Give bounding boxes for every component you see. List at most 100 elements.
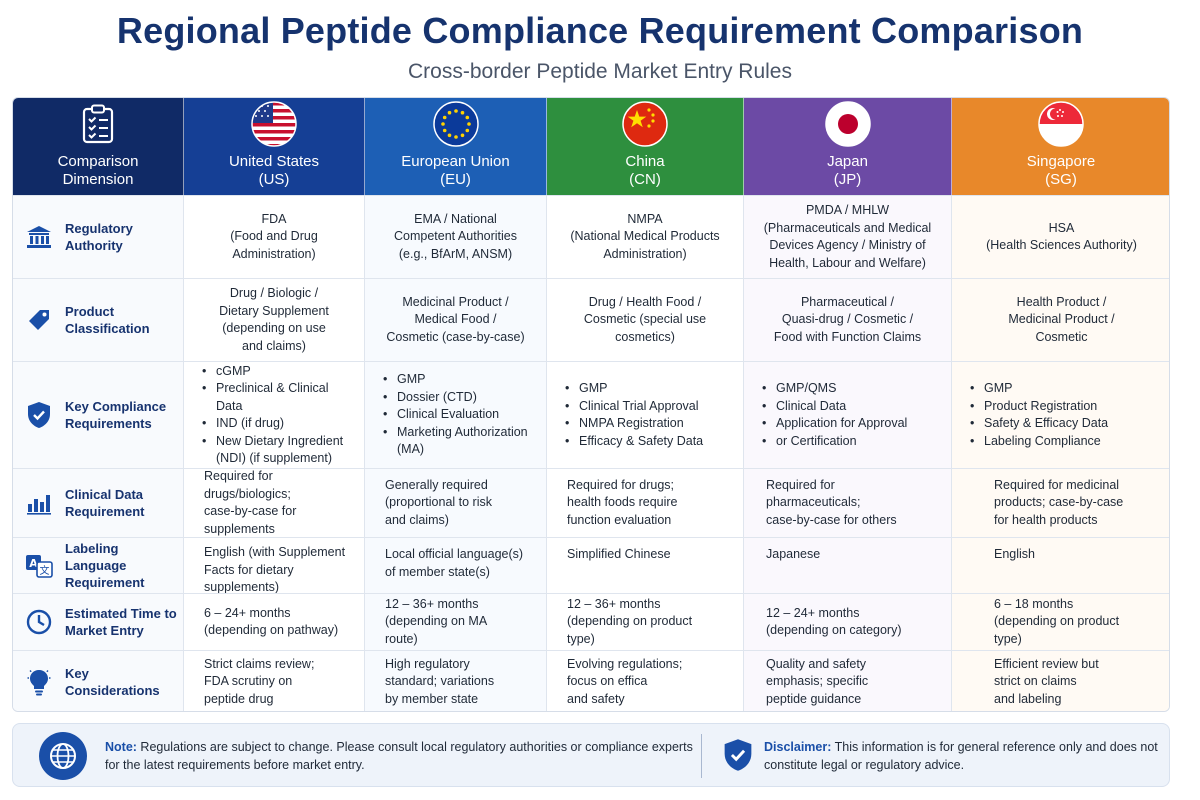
note-text: Note: Regulations are subject to change.… (105, 738, 695, 774)
region-header-eu: European Union (EU) (365, 98, 547, 195)
cell-text: Generally required (proportional to risk… (385, 477, 492, 527)
region-name-eu: European Union (401, 153, 510, 170)
row-header-key-compliance: Key Compliance Requirements (13, 361, 184, 468)
list-item: Clinical Data (762, 398, 907, 416)
cell-clinical-eu: Generally required (proportional to risk… (365, 468, 547, 537)
list-item: GMP (383, 371, 538, 389)
cell-authority-jp: PMDA / MHLW (Pharmaceuticals and Medical… (744, 195, 952, 278)
cell-authority-sg: HSA (Health Sciences Authority) (952, 195, 1169, 278)
cell-text: Japanese (766, 547, 821, 561)
disclaimer-label: Disclaimer: (764, 740, 832, 754)
list-item: GMP/QMS (762, 380, 907, 398)
cell-classification-cn: Drug / Health Food / Cosmetic (special u… (547, 278, 744, 361)
region-code-sg: (SG) (1045, 171, 1077, 188)
cell-text: 6 – 18 months (depending on product type… (994, 596, 1120, 646)
cell-labeling-sg: English (952, 537, 1169, 593)
cell-compliance-jp: GMP/QMS Clinical Data Application for Ap… (744, 361, 952, 468)
cell-classification-eu: Medicinal Product / Medical Food / Cosme… (365, 278, 547, 361)
singapore-flag-icon (1038, 101, 1084, 147)
cell-text: Evolving regulations; focus on effica an… (567, 656, 683, 706)
footer-notice: Note: Regulations are subject to change.… (12, 723, 1170, 787)
list-item: or Certification (762, 433, 907, 451)
cell-text: Medicinal Product / Medical Food / Cosme… (386, 294, 525, 344)
disclaimer-text: Disclaimer: This information is for gene… (764, 738, 1164, 774)
list-item: NMPA Registration (565, 415, 703, 433)
cell-time-sg: 6 – 18 months (depending on product type… (952, 593, 1169, 650)
cell-considerations-us: Strict claims review; FDA scrutiny on pe… (184, 650, 365, 711)
list-item: Marketing Authorization (MA) (383, 424, 538, 459)
row-header-key-considerations: Key Considerations (13, 650, 184, 711)
row-label: Labeling Language Requirement (65, 541, 145, 590)
cell-compliance-us: cGMP Preclinical & Clinical Data IND (if… (184, 361, 365, 468)
list-item: Dossier (CTD) (383, 389, 538, 407)
cell-compliance-eu: GMP Dossier (CTD) Clinical Evaluation Ma… (365, 361, 547, 468)
row-header-time-to-market: Estimated Time to Market Entry (13, 593, 184, 650)
requirement-list: cGMP Preclinical & Clinical Data IND (if… (202, 363, 356, 468)
list-item: GMP (565, 380, 703, 398)
cell-text: Drug / Biologic / Dietary Supplement (de… (219, 286, 329, 353)
row-label: Product Classification (65, 304, 150, 336)
requirement-list: GMP Dossier (CTD) Clinical Evaluation Ma… (383, 371, 538, 459)
note-body: Regulations are subject to change. Pleas… (105, 740, 693, 772)
cell-considerations-jp: Quality and safety emphasis; specific pe… (744, 650, 952, 711)
cell-classification-jp: Pharmaceutical / Quasi-drug / Cosmetic /… (744, 278, 952, 361)
cell-text: Local official language(s) of member sta… (385, 547, 524, 579)
lightbulb-icon (25, 668, 53, 696)
page-subtitle: Cross-border Peptide Market Entry Rules (408, 60, 792, 83)
region-name-us: United States (228, 153, 320, 170)
cell-classification-us: Drug / Biologic / Dietary Supplement (de… (184, 278, 365, 361)
cell-text: FDA (Food and Drug Administration) (230, 211, 318, 261)
row-label: Estimated Time to Market Entry (65, 606, 177, 638)
requirement-list: GMP Clinical Trial Approval NMPA Registr… (565, 380, 703, 450)
region-header-sg: Singapore (SG) (952, 98, 1169, 195)
cell-clinical-us: Required for drugs/biologics; case-by-ca… (184, 468, 365, 537)
dimension-label-line2: Dimension (62, 171, 134, 188)
cell-text: Quality and safety emphasis; specific pe… (766, 656, 869, 706)
cell-text: Simplified Chinese (567, 547, 671, 561)
cell-compliance-cn: GMP Clinical Trial Approval NMPA Registr… (547, 361, 744, 468)
cell-considerations-cn: Evolving regulations; focus on effica an… (547, 650, 744, 711)
row-label: Clinical Data Requirement (65, 487, 145, 519)
cell-labeling-jp: Japanese (744, 537, 952, 593)
requirement-list: GMP Product Registration Safety & Effica… (970, 380, 1108, 450)
cell-clinical-sg: Required for medicinal products; case-by… (952, 468, 1169, 537)
shield-check-icon (723, 738, 753, 772)
list-item: Safety & Efficacy Data (970, 415, 1108, 433)
cell-text: Required for drugs; health foods require… (567, 477, 678, 527)
cell-authority-cn: NMPA (National Medical Products Administ… (547, 195, 744, 278)
row-label: Key Considerations (65, 666, 160, 698)
svg-text:文: 文 (40, 564, 50, 577)
region-code-jp: (JP) (833, 171, 862, 188)
region-code-us: (US) (258, 171, 290, 188)
cell-text: Drug / Health Food / Cosmetic (special u… (583, 294, 707, 344)
cell-text: Pharmaceutical / Quasi-drug / Cosmetic /… (773, 294, 922, 344)
cell-text: NMPA (National Medical Products Administ… (570, 211, 720, 261)
dimension-header: Comparison Dimension (13, 98, 184, 195)
region-header-jp: Japan (JP) (744, 98, 952, 195)
cell-text: 12 – 36+ months (depending on MA route) (385, 596, 488, 646)
cell-labeling-eu: Local official language(s) of member sta… (365, 537, 547, 593)
row-label: Regulatory Authority (65, 221, 133, 253)
dimension-label-line1: Comparison (57, 153, 139, 170)
footer-divider (701, 734, 702, 778)
tag-icon (25, 306, 53, 334)
cell-text: Required for medicinal products; case-by… (994, 477, 1124, 527)
us-flag-icon (251, 101, 297, 147)
cell-text: 6 – 24+ months (depending on pathway) (204, 605, 339, 638)
bank-building-icon (25, 223, 53, 251)
cell-text: 12 – 24+ months (depending on category) (766, 605, 902, 638)
cell-considerations-eu: High regulatory standard; variations by … (365, 650, 547, 711)
list-item: Labeling Compliance (970, 433, 1108, 451)
cell-classification-sg: Health Product / Medicinal Product / Cos… (952, 278, 1169, 361)
china-flag-icon (622, 101, 668, 147)
cell-text: Strict claims review; FDA scrutiny on pe… (204, 656, 315, 706)
cell-authority-eu: EMA / National Competent Authorities (e.… (365, 195, 547, 278)
list-item: Application for Approval (762, 415, 907, 433)
cell-time-eu: 12 – 36+ months (depending on MA route) (365, 593, 547, 650)
svg-text:A: A (29, 557, 38, 570)
region-code-cn: (CN) (629, 171, 661, 188)
list-item: cGMP (202, 363, 356, 381)
cell-authority-us: FDA (Food and Drug Administration) (184, 195, 365, 278)
